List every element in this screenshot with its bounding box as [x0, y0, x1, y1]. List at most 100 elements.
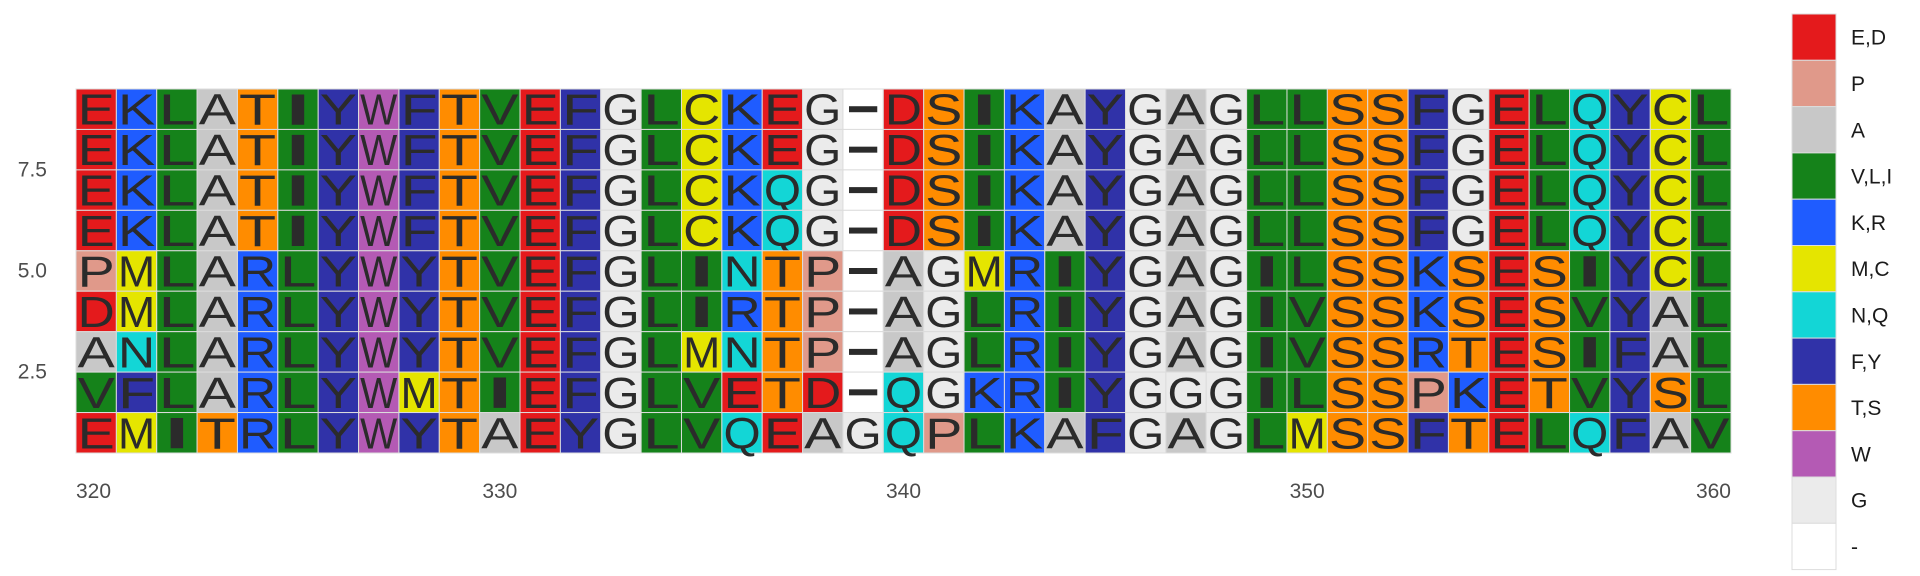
- residue-letter: E: [1490, 86, 1527, 135]
- residue-letter: F: [118, 369, 155, 418]
- cell-3-332: [559, 169, 602, 211]
- residue-letter: G: [1450, 167, 1487, 216]
- cell-8-334: [640, 371, 682, 414]
- cell-9-321: [115, 412, 158, 454]
- residue-letter: T: [239, 167, 276, 216]
- residue-letter: V: [1289, 288, 1327, 337]
- residue-letter: F: [1410, 207, 1447, 256]
- cell-6-349: [1246, 290, 1288, 333]
- residue-letter: S: [1369, 86, 1406, 135]
- residue-letter: M: [966, 248, 1003, 297]
- residue-letter: T: [441, 167, 478, 216]
- residue-letter: L: [158, 167, 195, 216]
- residue-letter: F: [562, 86, 599, 135]
- cell-3-342: [963, 169, 1005, 211]
- residue-letter: I: [683, 248, 720, 297]
- residue-letter: V: [481, 328, 519, 377]
- cell-3-330: [479, 169, 521, 211]
- residue-letter: E: [764, 86, 801, 135]
- cell-1-346: [1125, 88, 1167, 130]
- residue-letter: R: [1006, 369, 1043, 418]
- residue-letter: M: [118, 248, 155, 297]
- residue-letter: L: [1248, 207, 1285, 256]
- residue-letter: L: [158, 207, 195, 256]
- residue-letter: Y: [1087, 207, 1124, 256]
- residue-letter: G: [804, 126, 841, 175]
- residue-letter: A: [1652, 409, 1690, 458]
- residue-letter: G: [804, 167, 841, 216]
- cell-1-352: [1367, 88, 1409, 130]
- residue-letter: L: [1289, 86, 1326, 135]
- cell-6-333: [600, 290, 642, 333]
- residue-letter: S: [1329, 288, 1366, 337]
- residue-letter: G: [1208, 86, 1245, 135]
- cell-4-335: [680, 209, 723, 252]
- residue-letter: I: [966, 86, 1003, 135]
- residue-letter: Y: [401, 248, 438, 297]
- cell-9-345: [1084, 412, 1127, 454]
- residue-letter: W: [360, 328, 398, 377]
- cell-8-352: [1367, 371, 1409, 414]
- residue-letter: L: [643, 126, 680, 175]
- residue-letter: S: [1369, 288, 1406, 337]
- residue-letter: C: [683, 167, 720, 216]
- cell-2-358: [1609, 128, 1651, 171]
- residue-letter: E: [1490, 288, 1527, 337]
- residue-letter: S: [1329, 248, 1366, 297]
- cell-9-357: [1569, 412, 1611, 454]
- residue-letter: K: [723, 126, 760, 175]
- residue-letter: G: [1208, 126, 1245, 175]
- cell-2-342: [963, 128, 1005, 171]
- cell-8-355: [1488, 371, 1530, 414]
- residue-letter: K: [1410, 248, 1447, 297]
- residue-letter: Q: [885, 409, 922, 458]
- residue-letter: Y: [320, 167, 357, 216]
- residue-letter: F: [562, 248, 599, 297]
- residue-letter: Y: [320, 126, 357, 175]
- gap-mark: [849, 106, 878, 113]
- residue-letter: R: [723, 288, 760, 337]
- residue-letter: I: [1046, 369, 1083, 418]
- cell-5-360: [1690, 250, 1732, 292]
- residue-letter: A: [1167, 409, 1205, 458]
- cell-8-348: [1205, 371, 1248, 414]
- residue-letter: M: [118, 288, 155, 337]
- residue-letter: E: [78, 207, 115, 256]
- legend-swatch: [1791, 152, 1837, 200]
- cell-7-326: [317, 331, 360, 373]
- residue-letter: K: [1006, 86, 1043, 135]
- residue-letter: V: [683, 369, 721, 418]
- residue-letter: A: [481, 409, 519, 458]
- cell-2-325: [277, 128, 319, 171]
- cell-4-360: [1690, 209, 1732, 252]
- cell-9-346: [1125, 412, 1167, 454]
- residue-letter: S: [1369, 167, 1406, 216]
- residue-letter: E: [1490, 409, 1527, 458]
- residue-letter: R: [239, 328, 276, 377]
- cell-5-329: [438, 250, 481, 292]
- residue-letter: Y: [320, 86, 357, 135]
- residue-letter: G: [925, 248, 962, 297]
- residue-letter: V: [481, 248, 519, 297]
- cell-4-348: [1205, 209, 1248, 252]
- cell-5-348: [1205, 250, 1248, 292]
- cell-3-322: [156, 169, 198, 211]
- legend-swatch: [1791, 13, 1837, 61]
- cell-3-340: [882, 169, 925, 211]
- residue-letter: R: [1006, 328, 1043, 377]
- residue-letter: L: [1289, 167, 1326, 216]
- residue-letter: D: [78, 288, 115, 337]
- cell-4-350: [1286, 209, 1328, 252]
- cell-8-360: [1690, 371, 1732, 414]
- residue-letter: I: [966, 126, 1003, 175]
- residue-letter: F: [401, 207, 438, 256]
- cell-4-328: [398, 209, 440, 252]
- residue-letter: L: [1692, 328, 1729, 377]
- cell-4-353: [1407, 209, 1449, 252]
- legend-swatch: [1791, 291, 1837, 339]
- cell-7-328: [398, 331, 440, 373]
- residue-letter: C: [683, 207, 720, 256]
- residue-letter: E: [522, 207, 559, 256]
- residue-letter: L: [158, 328, 195, 377]
- residue-letter: A: [1046, 167, 1084, 216]
